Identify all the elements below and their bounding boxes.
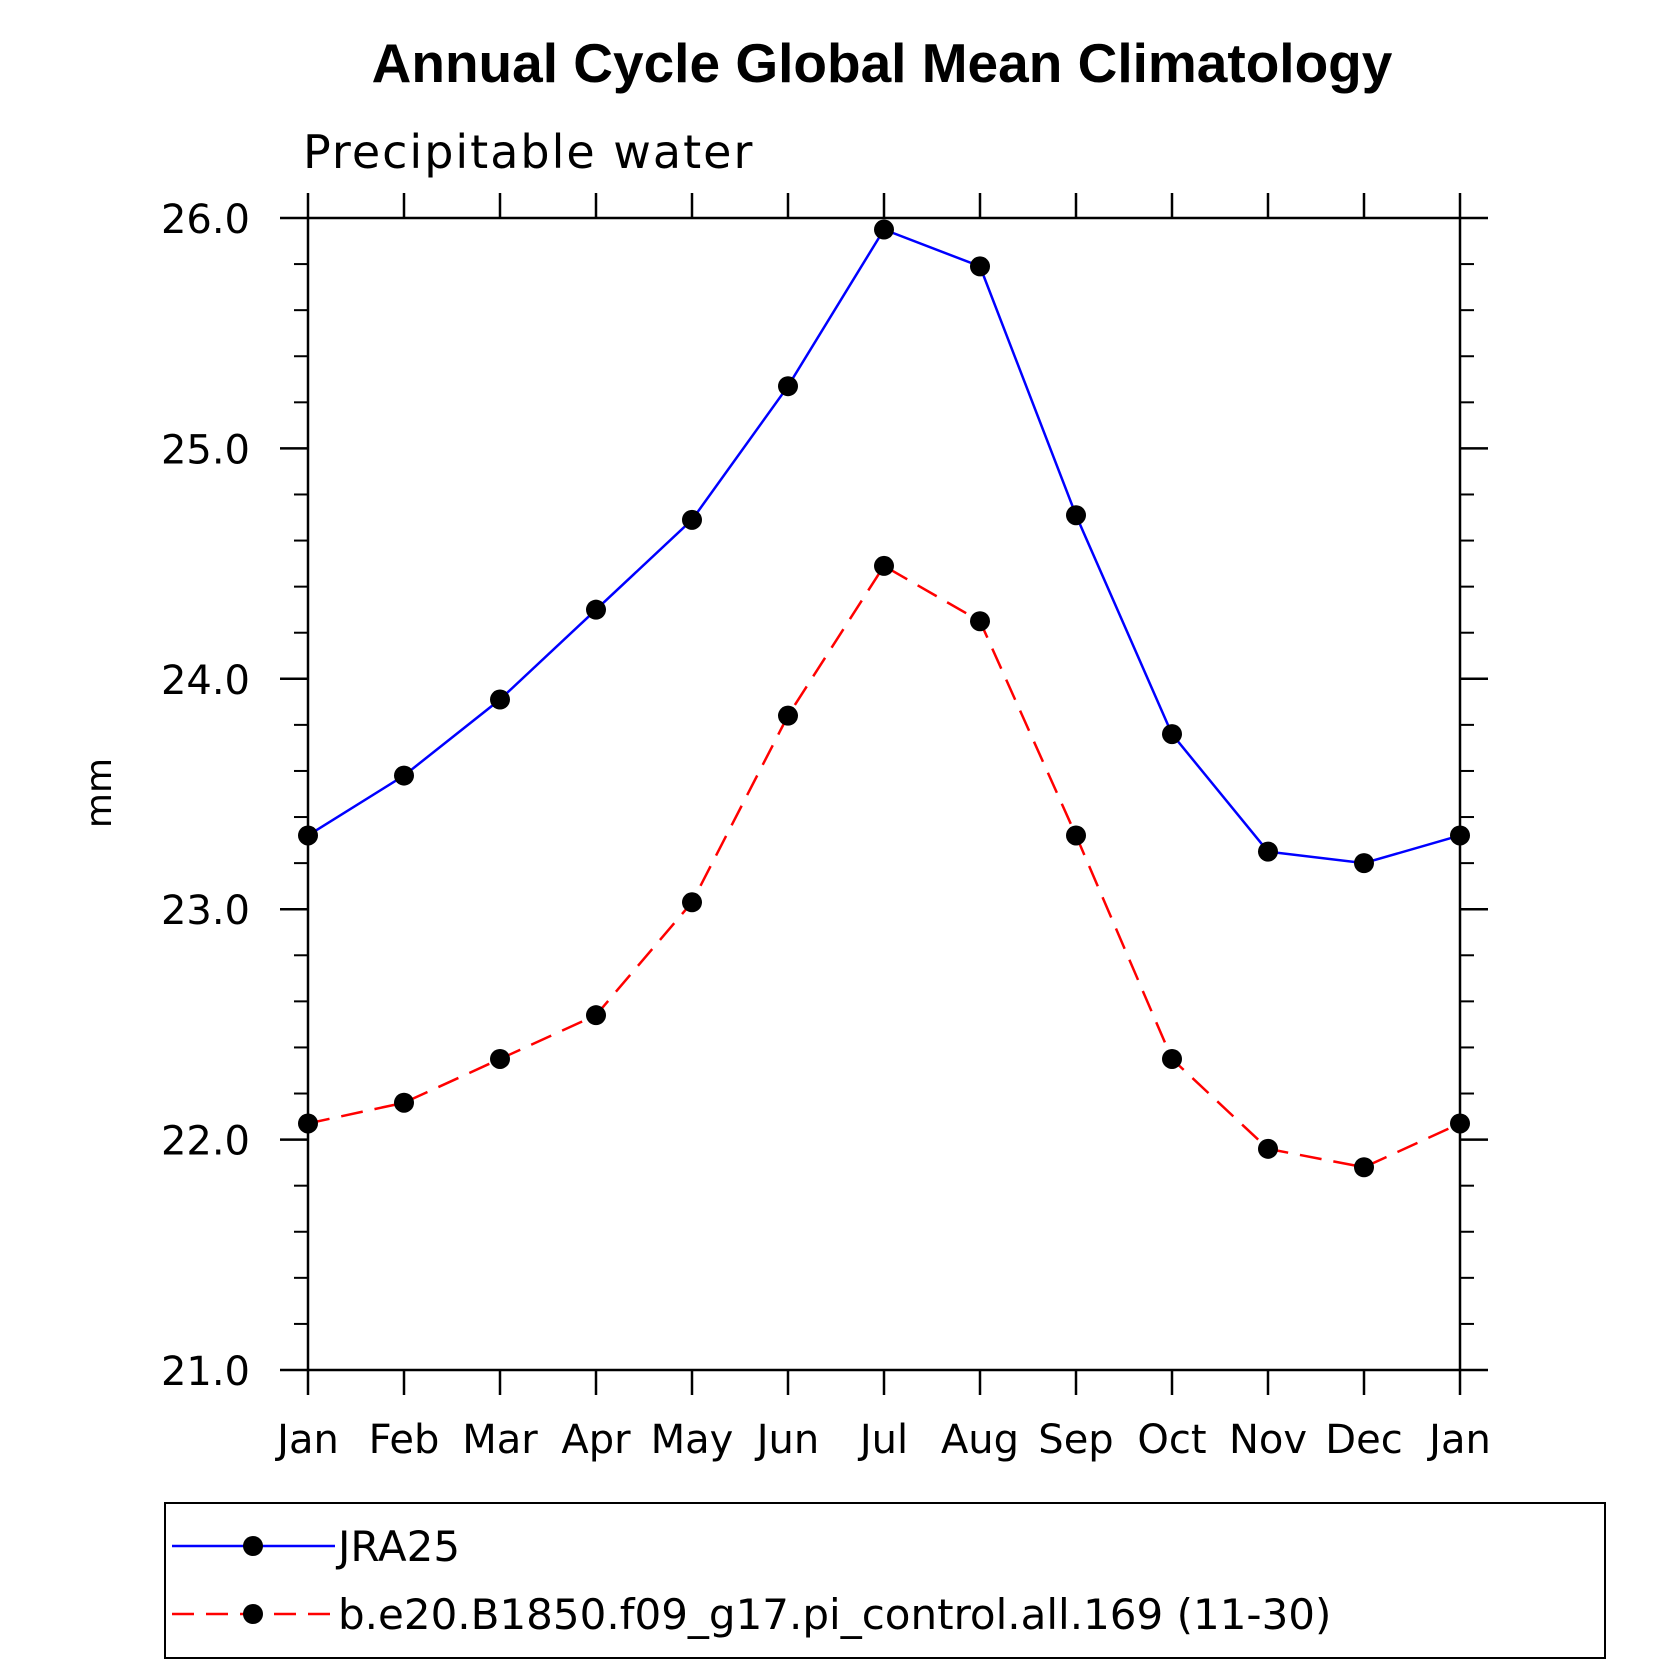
legend-marker-0 xyxy=(243,1536,263,1556)
series-1-point xyxy=(586,1005,606,1026)
x-tick-label: Jan xyxy=(1426,1417,1491,1463)
series-1-point xyxy=(1258,1138,1278,1159)
series-0-point xyxy=(1162,724,1182,745)
x-tick-label: Sep xyxy=(1038,1417,1113,1463)
y-tick-label: 23.0 xyxy=(161,888,250,934)
legend-marker-1 xyxy=(243,1604,263,1624)
x-tick-label: Oct xyxy=(1137,1417,1206,1463)
series-0-point xyxy=(586,599,606,620)
legend: JRA25 b.e20.B1850.f09_g17.pi_control.all.… xyxy=(164,1502,1606,1659)
series-0-point xyxy=(490,689,510,710)
x-tick-label: Jan xyxy=(274,1417,339,1463)
series-1-point xyxy=(394,1092,414,1113)
series-layer xyxy=(298,219,1470,1178)
series-line-1 xyxy=(307,564,1461,1169)
series-0-point xyxy=(682,509,702,530)
series-1-point xyxy=(298,1113,318,1134)
series-0-point xyxy=(778,376,798,397)
x-tick-label: Apr xyxy=(561,1417,631,1463)
y-tick-label: 21.0 xyxy=(161,1349,250,1395)
x-tick-label: Jun xyxy=(754,1417,820,1463)
series-line-0 xyxy=(307,227,1461,865)
axis-tick-labels: Jan Feb Mar Apr May Jun Jul Aug Sep Oct Nov Dec Jan 2… xyxy=(161,197,1491,1463)
y-tick-label: 26.0 xyxy=(161,197,250,243)
x-tick-label: Feb xyxy=(369,1417,440,1463)
series-1-point xyxy=(682,892,702,913)
y-axis-label: mm xyxy=(79,758,120,828)
series-1-point xyxy=(490,1048,510,1069)
series-1-point xyxy=(1162,1048,1182,1069)
y-tick-label: 22.0 xyxy=(161,1119,250,1165)
legend-label-0: JRA25 xyxy=(335,1522,460,1571)
x-tick-label: Mar xyxy=(462,1417,538,1463)
series-0-point xyxy=(298,825,318,846)
chart-subtitle: Precipitable water xyxy=(303,125,754,179)
series-1-point xyxy=(1066,825,1086,846)
plot-frame xyxy=(306,216,1462,1372)
series-1-point xyxy=(874,555,894,576)
series-0-point xyxy=(1258,841,1278,862)
series-0-point xyxy=(1354,853,1374,874)
series-0-point xyxy=(1450,825,1470,846)
x-tick-label: Nov xyxy=(1229,1417,1307,1463)
x-tick-label: Aug xyxy=(941,1417,1019,1463)
series-1-point xyxy=(1354,1157,1374,1178)
y-tick-label: 24.0 xyxy=(161,658,250,704)
x-tick-label: Dec xyxy=(1325,1417,1402,1463)
chart-title: Annual Cycle Global Mean Climatology xyxy=(372,32,1393,94)
series-0-point xyxy=(874,219,894,240)
series-0-point xyxy=(394,765,414,786)
series-0-point xyxy=(1066,505,1086,526)
axis-ticks xyxy=(280,193,1488,1395)
series-1-point xyxy=(970,611,990,632)
legend-box xyxy=(164,1502,1606,1659)
y-tick-label: 25.0 xyxy=(161,427,250,473)
series-0-point xyxy=(970,256,990,277)
legend-label-1: b.e20.B1850.f09_g17.pi_control.all.169 (… xyxy=(338,1590,1331,1639)
series-1-point xyxy=(1450,1113,1470,1134)
x-tick-label: May xyxy=(651,1417,734,1463)
series-1-point xyxy=(778,705,798,726)
x-tick-label: Jul xyxy=(857,1417,908,1463)
